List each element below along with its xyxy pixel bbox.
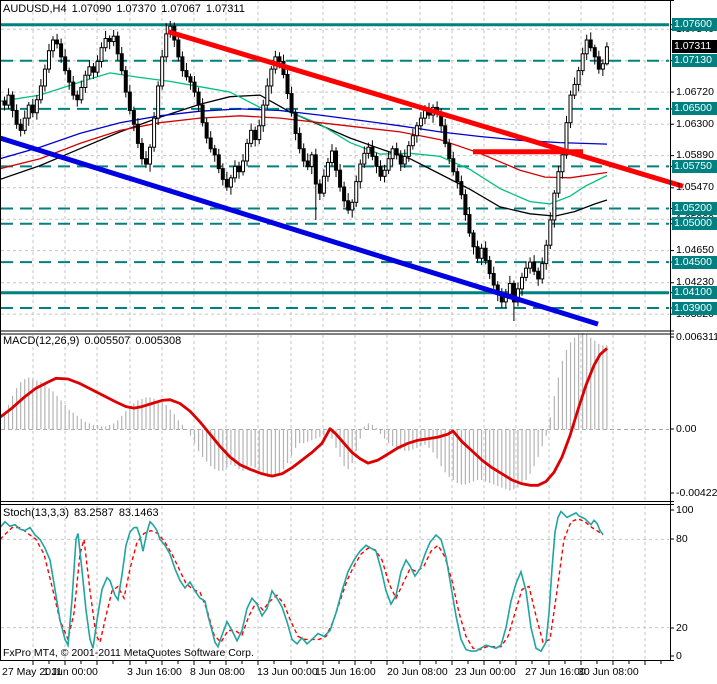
stoch-axis-label: 0 bbox=[676, 650, 682, 662]
current-price-label: 1.07311 bbox=[672, 40, 717, 53]
macd-panel[interactable] bbox=[0, 333, 669, 501]
price-level-label: 1.06500 bbox=[672, 102, 717, 115]
stoch-main-line bbox=[0, 510, 604, 653]
price-level-label: 1.04500 bbox=[672, 256, 717, 269]
macd-signal-value: 0.005308 bbox=[135, 335, 182, 347]
macd-main-value: 0.005507 bbox=[84, 335, 131, 347]
stoch-signal-value: 83.1463 bbox=[118, 507, 159, 519]
price-level-label: 1.04100 bbox=[672, 286, 717, 299]
price-tick-label: 1.04230 bbox=[676, 276, 714, 288]
macd-axis-label: 0.006311 bbox=[676, 331, 717, 343]
price-tick-label: 1.04650 bbox=[676, 244, 714, 256]
stoch-indicator-label: Stoch(13,3,3) 83.2587 83.1463 bbox=[3, 507, 164, 519]
stoch-name: Stoch(13,3,3) bbox=[3, 507, 70, 519]
macd-axis-label: 0.00 bbox=[676, 423, 697, 435]
price-level-label: 1.05000 bbox=[672, 217, 717, 230]
price-tick-label: 1.05470 bbox=[676, 181, 714, 193]
date-tick-label: 30 Jun 08:00 bbox=[578, 666, 639, 678]
high-value: 1.07370 bbox=[116, 3, 157, 15]
stoch-panel[interactable] bbox=[0, 506, 669, 660]
support-trendline bbox=[0, 135, 599, 327]
price-tick-label: 1.06300 bbox=[676, 118, 714, 130]
stoch-axis-label: 80 bbox=[676, 533, 688, 545]
stoch-axis-label: 20 bbox=[676, 622, 688, 634]
macd-axis-label: -0.00422 bbox=[676, 487, 717, 499]
date-tick-label: 13 Jun 00:00 bbox=[257, 666, 318, 678]
price-level-label: 1.05750 bbox=[672, 160, 717, 173]
date-tick-label: 15 Jun 16:00 bbox=[315, 666, 376, 678]
price-level-label: 1.07600 bbox=[672, 18, 717, 31]
symbol-ohlc-header: AUDUSD,H4 1.07090 1.07370 1.07067 1.07311 bbox=[3, 3, 250, 15]
macd-indicator-label: MACD(12,26,9) 0.005507 0.005308 bbox=[3, 335, 186, 347]
macd-name: MACD(12,26,9) bbox=[3, 335, 80, 347]
price-tick-label: 1.06720 bbox=[676, 86, 714, 98]
date-tick-label: 20 Jun 08:00 bbox=[387, 666, 448, 678]
price-tick-label: 1.05890 bbox=[676, 149, 714, 161]
close-value: 1.07311 bbox=[205, 3, 245, 15]
ma-blue bbox=[0, 108, 608, 160]
date-tick-label: 23 Jun 00:00 bbox=[455, 666, 516, 678]
date-tick-label: 8 Jun 08:00 bbox=[190, 666, 245, 678]
symbol-label: AUDUSD,H4 bbox=[3, 3, 67, 15]
ma-red bbox=[0, 115, 608, 179]
open-value: 1.07090 bbox=[71, 3, 112, 15]
resistance-trendline bbox=[167, 29, 684, 189]
stoch-axis-label: 100 bbox=[676, 504, 694, 516]
stoch-main-value: 83.2587 bbox=[74, 507, 114, 519]
price-level-label: 1.05200 bbox=[672, 202, 717, 215]
panel-frames bbox=[0, 0, 674, 665]
low-value: 1.07067 bbox=[161, 3, 201, 15]
macd-signal-line bbox=[0, 347, 608, 487]
price-level-label: 1.07130 bbox=[672, 54, 717, 67]
main-price-panel[interactable] bbox=[0, 0, 684, 330]
copyright-label: FxPro MT4, © 2001-2011 MetaQuotes Softwa… bbox=[3, 647, 254, 659]
date-tick-label: 27 May 2011 bbox=[2, 666, 62, 678]
date-tick-label: 1 Jun 00:00 bbox=[43, 666, 98, 678]
date-tick-label: 3 Jun 16:00 bbox=[127, 666, 182, 678]
price-level-label: 1.03900 bbox=[672, 302, 717, 315]
date-tick-label: 27 Jun 16:00 bbox=[525, 666, 586, 678]
stoch-signal-line bbox=[0, 518, 604, 651]
ma-black bbox=[0, 94, 608, 217]
